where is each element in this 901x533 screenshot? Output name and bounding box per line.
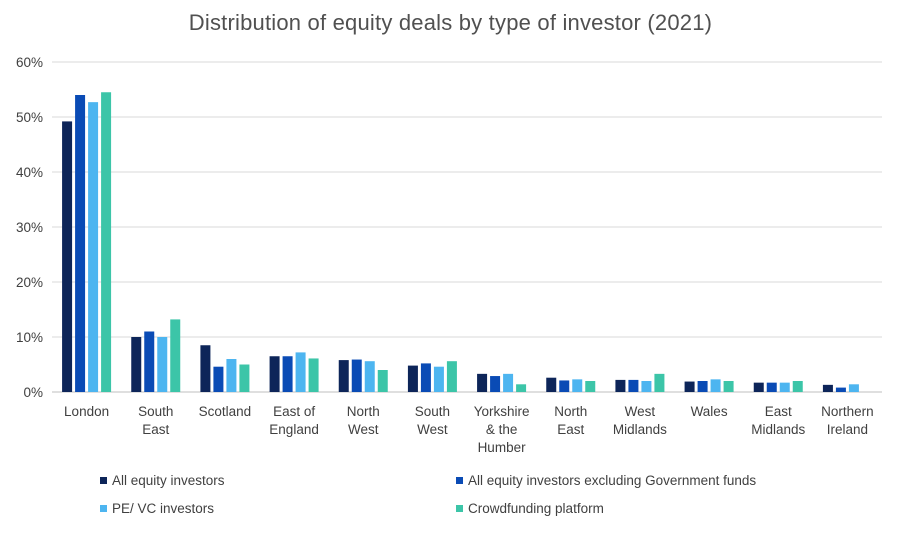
x-tick-label: East Midlands bbox=[751, 404, 805, 437]
y-tick-label: 10% bbox=[16, 330, 43, 345]
bar bbox=[585, 381, 596, 392]
bar bbox=[269, 356, 280, 392]
legend-item: All equity investors bbox=[100, 473, 225, 488]
bar bbox=[641, 381, 652, 392]
legend-label: PE/ VC investors bbox=[112, 501, 215, 516]
y-tick-label: 60% bbox=[16, 55, 43, 70]
bar bbox=[710, 379, 721, 392]
bar bbox=[131, 337, 142, 392]
bar bbox=[559, 380, 570, 392]
legend-label: All equity investors excluding Governmen… bbox=[468, 473, 757, 488]
x-tick-label: Northern Ireland bbox=[821, 404, 874, 437]
bar bbox=[75, 95, 86, 392]
x-tick-label: West Midlands bbox=[613, 404, 667, 437]
bar bbox=[200, 345, 211, 392]
bar bbox=[503, 373, 514, 392]
bar bbox=[433, 366, 444, 392]
legend-label: Crowdfunding platform bbox=[468, 501, 604, 516]
legend-swatch bbox=[100, 477, 107, 484]
y-tick-label: 0% bbox=[23, 385, 43, 400]
x-tick-label: North East bbox=[554, 404, 587, 437]
bar bbox=[684, 381, 695, 392]
bar bbox=[792, 381, 803, 392]
bar bbox=[338, 360, 349, 392]
y-tick-label: 50% bbox=[16, 110, 43, 125]
bar bbox=[420, 363, 431, 392]
bar bbox=[407, 365, 418, 392]
bar bbox=[239, 364, 250, 392]
bar bbox=[516, 384, 527, 392]
x-tick-label: North West bbox=[347, 404, 380, 437]
bar bbox=[848, 384, 859, 392]
bar bbox=[62, 121, 73, 393]
bar bbox=[226, 359, 237, 392]
bar bbox=[835, 387, 846, 392]
bar bbox=[766, 382, 777, 392]
legend-swatch bbox=[100, 505, 107, 512]
bar bbox=[615, 379, 626, 392]
bar bbox=[377, 370, 388, 392]
bar bbox=[101, 92, 112, 392]
bar bbox=[477, 373, 488, 392]
bar bbox=[628, 379, 639, 392]
bar bbox=[697, 381, 708, 392]
bar bbox=[779, 382, 790, 392]
x-tick-label: South West bbox=[415, 404, 450, 437]
y-tick-label: 30% bbox=[16, 220, 43, 235]
chart-title: Distribution of equity deals by type of … bbox=[188, 10, 713, 35]
bar bbox=[822, 384, 833, 392]
bar bbox=[88, 102, 99, 393]
y-tick-label: 40% bbox=[16, 165, 43, 180]
x-tick-label: Wales bbox=[691, 404, 728, 419]
bar bbox=[351, 359, 362, 392]
bar bbox=[753, 382, 764, 392]
bar bbox=[213, 366, 224, 392]
x-tick-label: London bbox=[64, 404, 109, 419]
legend-swatch bbox=[456, 477, 463, 484]
bar bbox=[295, 352, 306, 392]
bar bbox=[572, 379, 583, 392]
y-tick-label: 20% bbox=[16, 275, 43, 290]
bar bbox=[144, 331, 155, 392]
bar bbox=[546, 377, 557, 392]
x-tick-label: Yorkshire & the Humber bbox=[474, 404, 530, 455]
legend-swatch bbox=[456, 505, 463, 512]
legend-item: All equity investors excluding Governmen… bbox=[456, 473, 756, 488]
bar bbox=[654, 373, 665, 392]
bar bbox=[170, 319, 181, 392]
bar bbox=[364, 361, 375, 392]
x-tick-label: East of England bbox=[269, 404, 319, 437]
legend-item: PE/ VC investors bbox=[100, 501, 214, 516]
x-tick-label: Scotland bbox=[199, 404, 252, 419]
x-tick-label: South East bbox=[138, 404, 173, 437]
bar bbox=[490, 376, 501, 392]
legend-item: Crowdfunding platform bbox=[456, 501, 604, 516]
bar bbox=[157, 337, 168, 392]
legend-label: All equity investors bbox=[112, 473, 225, 488]
bar bbox=[282, 356, 293, 392]
bar bbox=[723, 381, 734, 392]
bar bbox=[446, 361, 457, 392]
bar bbox=[308, 358, 319, 392]
